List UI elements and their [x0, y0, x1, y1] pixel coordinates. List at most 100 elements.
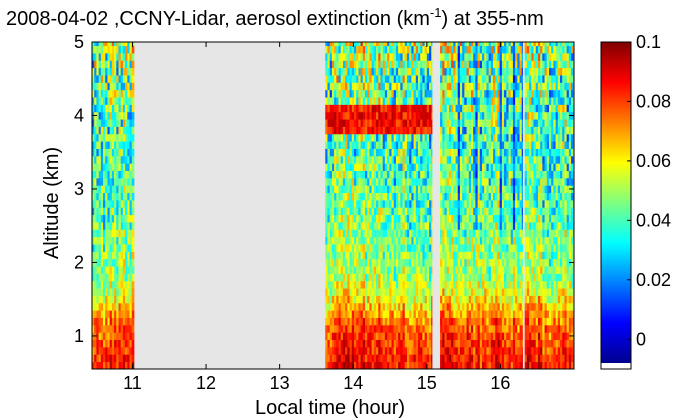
heatmap-cell	[389, 273, 392, 282]
heatmap-cell	[431, 288, 433, 296]
heatmap-cell	[111, 295, 115, 304]
heatmap-cell	[120, 317, 124, 326]
heatmap-cell	[336, 324, 339, 333]
heatmap-cell	[473, 258, 476, 267]
heatmap-cell	[497, 229, 501, 238]
heatmap-cell	[479, 192, 483, 201]
heatmap-cell	[347, 185, 350, 194]
heatmap-cell	[342, 111, 346, 120]
heatmap-cell	[501, 207, 505, 216]
heatmap-cell	[497, 339, 501, 348]
heatmap-cell	[446, 244, 450, 252]
heatmap-cell	[116, 302, 119, 311]
heatmap-cell	[417, 163, 421, 171]
heatmap-cell	[517, 45, 520, 54]
heatmap-cell	[395, 148, 399, 157]
heatmap-cell	[342, 258, 346, 267]
heatmap-cell	[512, 310, 516, 318]
heatmap-cell	[464, 148, 467, 157]
heatmap-cell	[451, 361, 454, 370]
heatmap-cell	[384, 192, 388, 201]
heatmap-cell	[340, 295, 344, 304]
heatmap-cell	[118, 119, 122, 127]
heatmap-cell	[486, 244, 490, 252]
heatmap-cell	[380, 214, 384, 223]
heatmap-cell	[475, 42, 478, 47]
heatmap-cell	[373, 53, 377, 61]
heatmap-cell	[400, 332, 403, 341]
heatmap-cell	[336, 288, 339, 296]
heatmap-cell	[464, 244, 467, 252]
heatmap-cell	[389, 332, 392, 341]
heatmap-cell	[495, 273, 498, 282]
heatmap-cell	[127, 295, 130, 304]
heatmap-cell	[360, 361, 364, 370]
heatmap-cell	[369, 214, 373, 223]
heatmap-cell	[338, 207, 342, 216]
heatmap-cell	[466, 361, 470, 370]
heatmap-cell	[378, 148, 381, 157]
heatmap-cell	[122, 288, 126, 296]
heatmap-cell	[358, 67, 361, 76]
heatmap-cell	[417, 53, 421, 61]
heatmap-cell	[484, 258, 487, 267]
heatmap-cell	[365, 339, 368, 348]
heatmap-cell	[455, 163, 459, 171]
heatmap-cell	[477, 133, 481, 142]
heatmap-cell	[334, 141, 337, 149]
heatmap-cell	[453, 133, 456, 142]
heatmap-cell	[415, 177, 419, 186]
heatmap-cell	[475, 133, 478, 142]
heatmap-cell	[100, 89, 104, 98]
heatmap-cell	[424, 229, 428, 238]
heatmap-cell	[384, 199, 388, 208]
heatmap-cell	[129, 354, 133, 363]
heatmap-cell	[524, 42, 528, 47]
heatmap-cell	[373, 288, 377, 296]
heatmap-cell	[501, 302, 505, 311]
heatmap-cell	[342, 295, 346, 304]
heatmap-cell	[444, 273, 448, 282]
heatmap-cell	[369, 295, 373, 304]
heatmap-cell	[420, 354, 423, 363]
heatmap-cell	[406, 222, 410, 230]
heatmap-cell	[380, 75, 384, 83]
heatmap-cell	[406, 361, 410, 370]
heatmap-cell	[365, 75, 368, 83]
heatmap-cell	[107, 310, 111, 318]
heatmap-cell	[486, 280, 490, 289]
heatmap-cell	[493, 332, 496, 341]
heatmap-cell	[393, 236, 397, 245]
heatmap-cell	[129, 82, 133, 91]
heatmap-cell	[475, 67, 478, 76]
heatmap-cell	[524, 53, 528, 61]
heatmap-cell	[92, 192, 95, 201]
heatmap-cell	[417, 177, 421, 186]
heatmap-cell	[353, 119, 357, 127]
heatmap-cell	[473, 332, 476, 341]
heatmap-cell	[442, 185, 445, 194]
heatmap-cell	[493, 141, 496, 149]
heatmap-cell	[490, 199, 494, 208]
heatmap-cell	[524, 339, 528, 348]
heatmap-cell	[402, 133, 406, 142]
heatmap-cell	[457, 155, 461, 164]
heatmap-cell	[444, 199, 448, 208]
heatmap-cell	[393, 177, 397, 186]
heatmap-cell	[475, 273, 478, 282]
heatmap-cell	[349, 60, 353, 69]
heatmap-cell	[340, 354, 344, 363]
heatmap-cell	[462, 53, 465, 61]
heatmap-cell	[506, 119, 509, 127]
heatmap-cell	[429, 199, 432, 208]
heatmap-cell	[464, 332, 467, 341]
heatmap-cell	[415, 222, 419, 230]
heatmap-cell	[378, 207, 381, 216]
heatmap-cell	[440, 244, 443, 252]
heatmap-cell	[504, 251, 507, 260]
heatmap-cell	[475, 155, 478, 164]
heatmap-cell	[501, 361, 505, 370]
heatmap-cell	[327, 302, 331, 311]
heatmap-cell	[510, 273, 514, 282]
heatmap-cell	[395, 361, 399, 370]
